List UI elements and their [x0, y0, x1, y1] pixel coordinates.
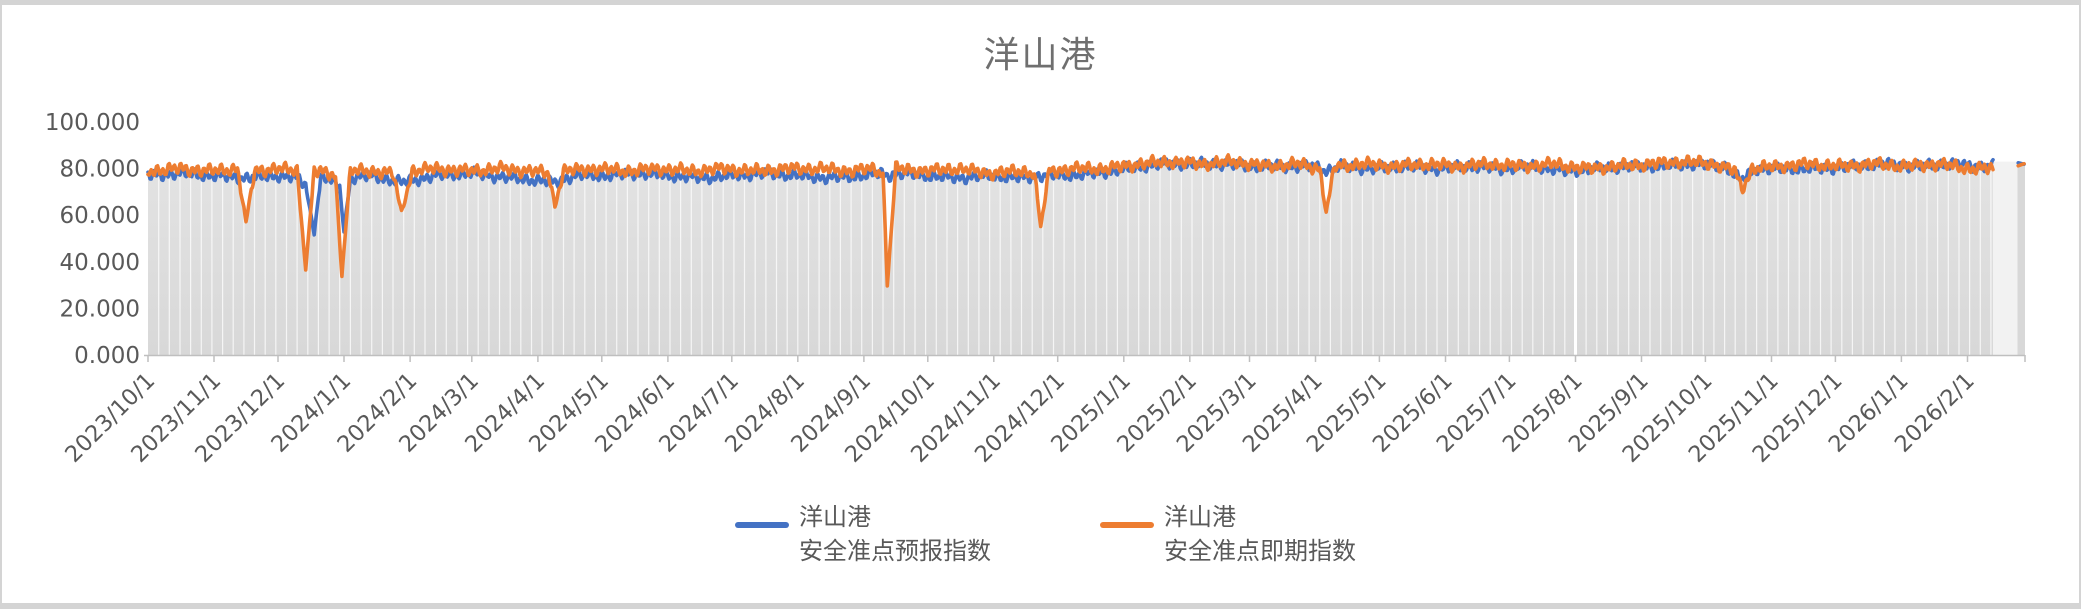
y-axis-tick-label: 0.000 — [74, 343, 140, 369]
legend: 洋山港 安全准点预报指数 洋山港 安全准点即期指数 — [0, 500, 2081, 580]
y-axis-tick-label: 100.000 — [45, 110, 140, 136]
legend-label: 洋山港 安全准点预报指数 — [799, 503, 991, 565]
series-area-fill — [148, 160, 1993, 355]
no-data-region — [1993, 161, 2018, 355]
y-axis-tick-label: 80.000 — [60, 157, 140, 183]
y-axis-tick-label: 20.000 — [60, 296, 140, 322]
series-line-spot-index — [146, 153, 1995, 288]
series-final-point-spot — [2016, 161, 2026, 168]
legend-swatch-orange-line — [1100, 522, 1154, 528]
legend-item-forecast-index: 洋山港 安全准点预报指数 — [735, 500, 991, 568]
chart-title: 洋山港 — [983, 35, 1098, 76]
legend-label: 洋山港 安全准点即期指数 — [1164, 503, 1356, 565]
final-data-column — [2017, 163, 2025, 355]
y-axis-tick-label: 60.000 — [60, 203, 140, 229]
y-axis-tick-label: 40.000 — [60, 250, 140, 276]
legend-item-spot-index: 洋山港 安全准点即期指数 — [1100, 500, 1356, 568]
legend-swatch-blue-line — [735, 522, 789, 528]
